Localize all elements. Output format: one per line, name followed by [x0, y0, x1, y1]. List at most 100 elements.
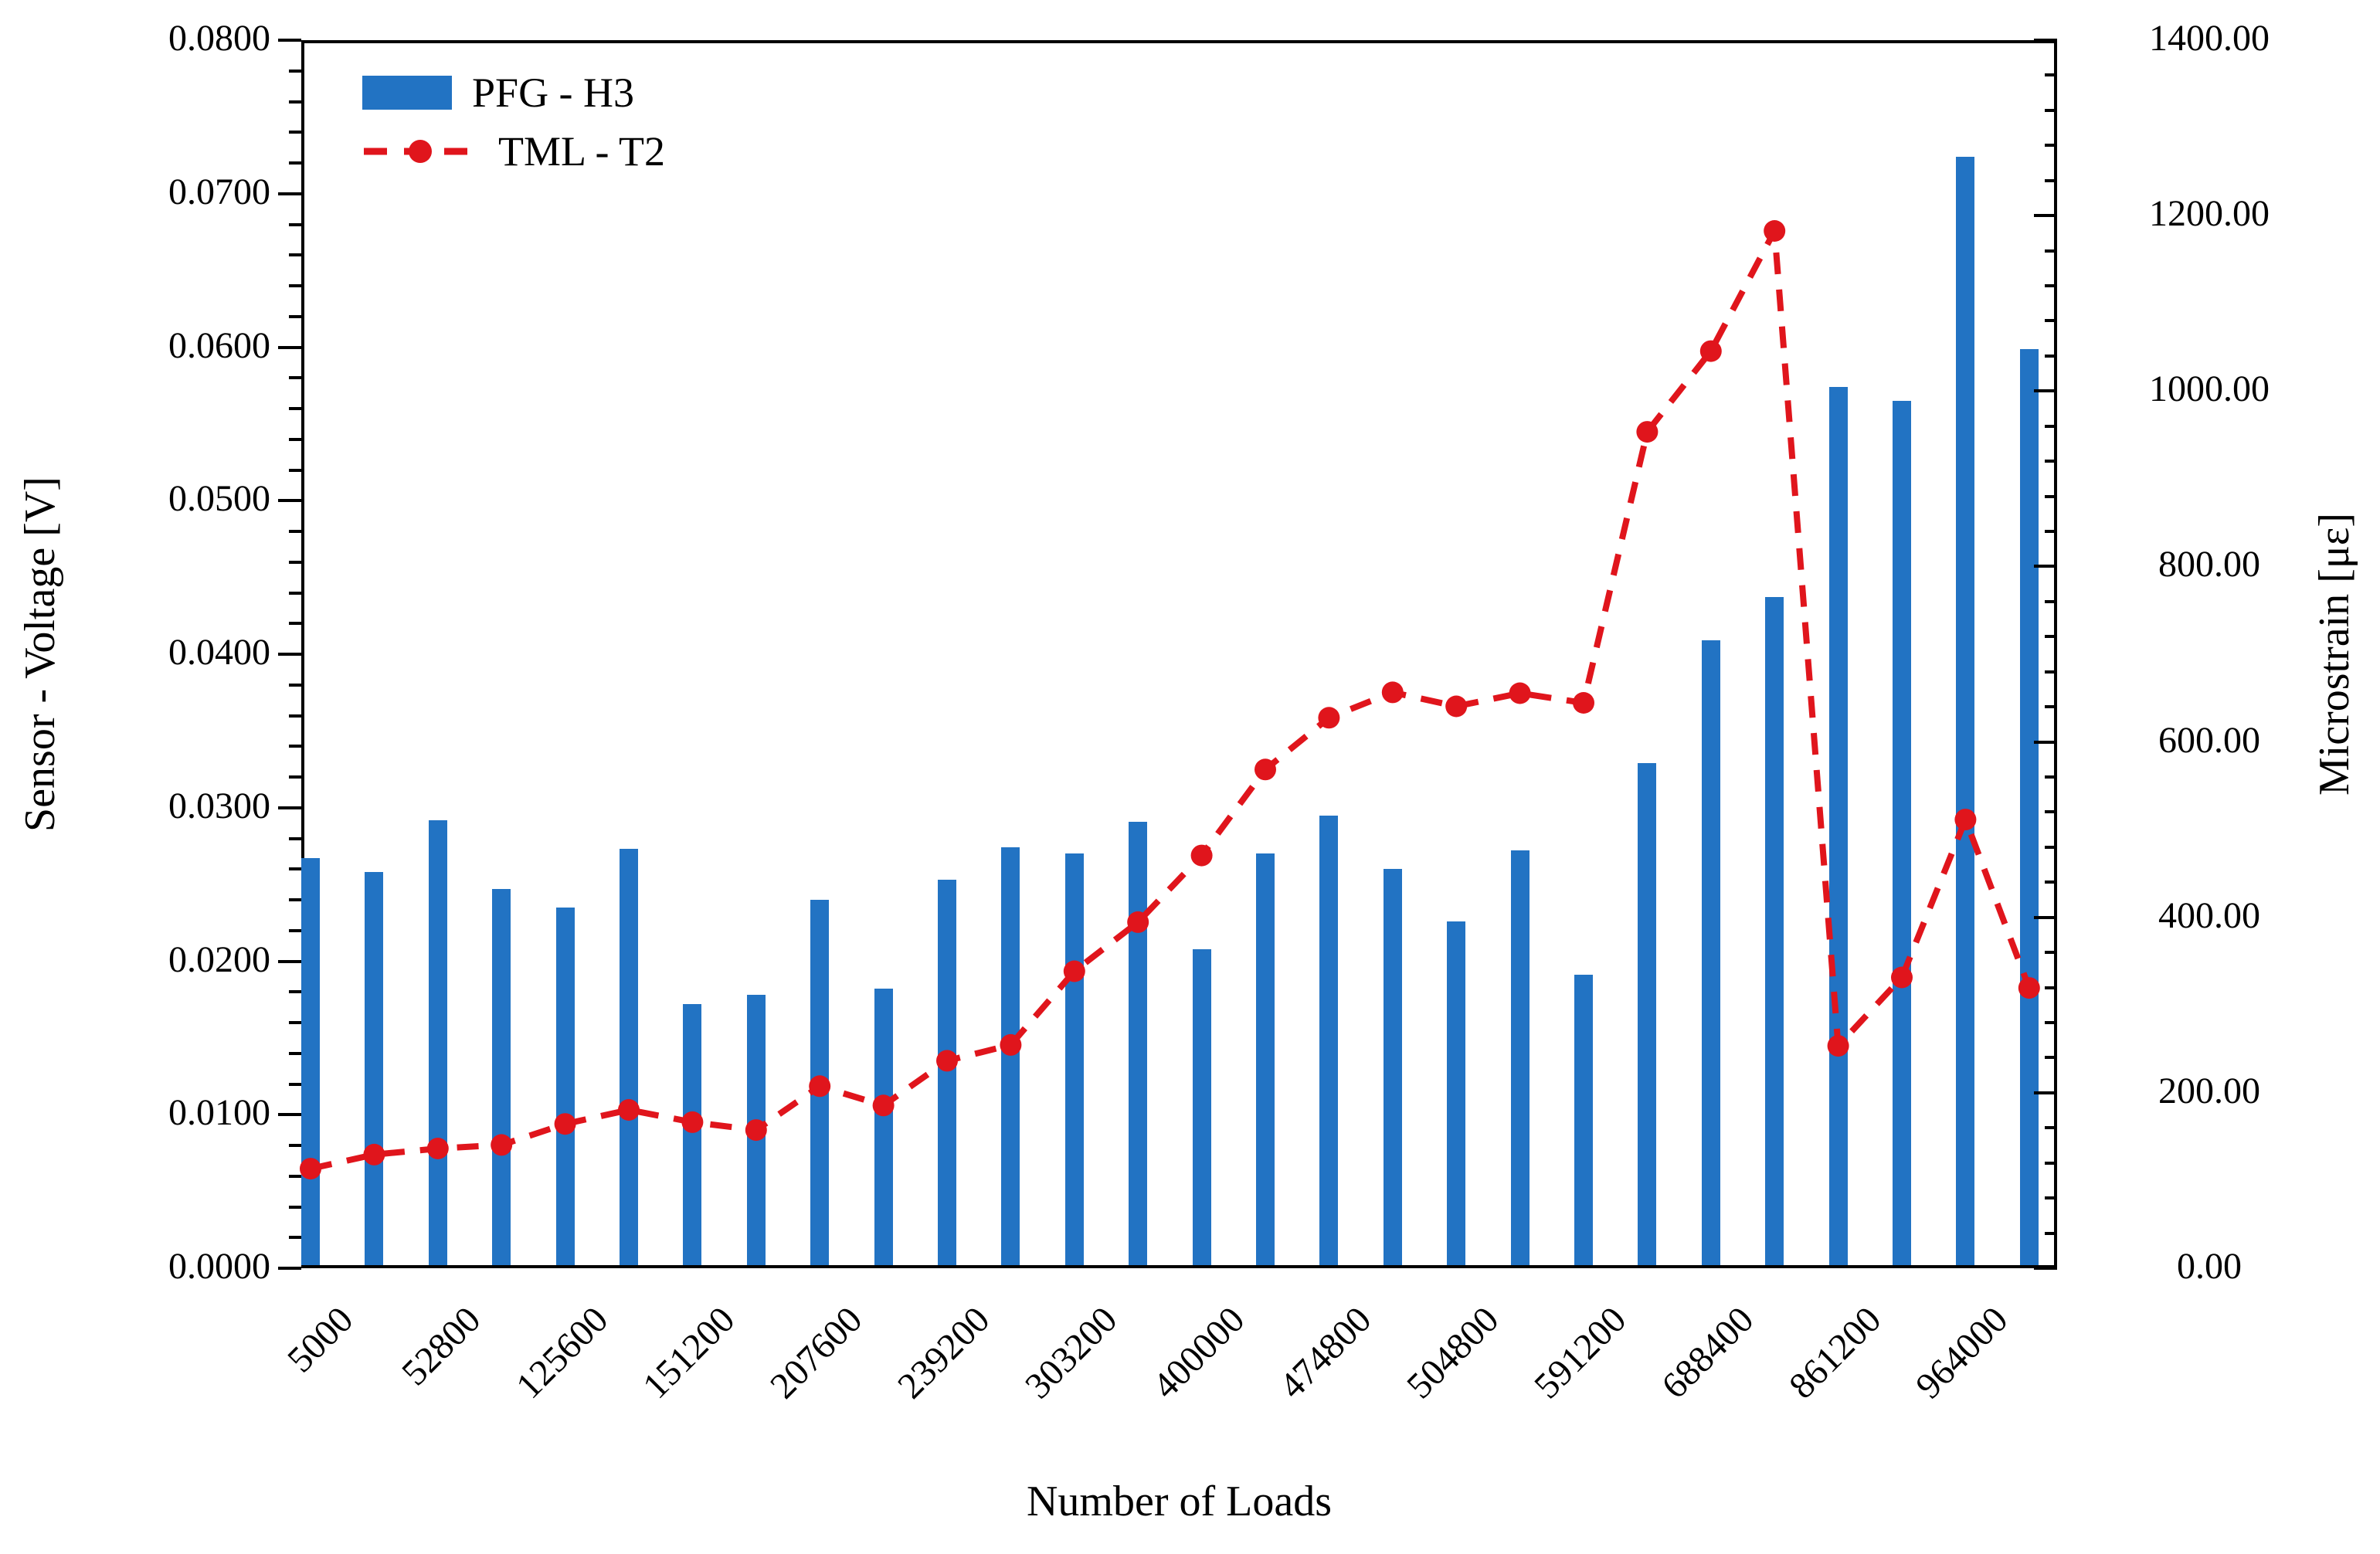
bar-pfg-h3 — [1064, 853, 1084, 1265]
tick-mark — [278, 39, 301, 42]
legend-row-pfg: PFG - H3 — [362, 63, 665, 122]
tick-mark — [289, 898, 301, 901]
tick-mark — [2045, 73, 2057, 77]
tick-mark — [2045, 460, 2057, 463]
tick-mark — [278, 345, 301, 349]
x-axis-tick-label: 474800 — [1271, 1298, 1380, 1407]
tick-mark — [289, 867, 301, 871]
bar-pfg-h3 — [1510, 850, 1530, 1265]
bar-pfg-h3 — [2019, 348, 2039, 1265]
x-axis-tick-label: 239200 — [890, 1298, 998, 1407]
tick-mark — [2045, 986, 2057, 989]
right-axis-tick-label: 200.00 — [2158, 1070, 2260, 1111]
tick-mark — [2045, 845, 2057, 849]
tick-mark — [2045, 249, 2057, 253]
tick-mark — [289, 222, 301, 226]
bar-pfg-h3 — [1574, 975, 1593, 1265]
tick-mark — [2045, 599, 2057, 603]
tick-mark — [2045, 810, 2057, 814]
tick-mark — [289, 437, 301, 441]
tick-mark — [289, 284, 301, 287]
bar-pfg-h3 — [683, 1004, 702, 1265]
tick-mark — [289, 683, 301, 687]
tick-mark — [289, 622, 301, 626]
x-axis-tick-label: 591200 — [1526, 1298, 1635, 1407]
left-axis-tick-label: 0.0000 — [168, 1246, 270, 1287]
tick-mark — [278, 1267, 301, 1270]
left-axis-tick-label: 0.0400 — [168, 632, 270, 673]
tick-mark — [289, 253, 301, 257]
x-axis-tick-label: 303200 — [1017, 1298, 1125, 1407]
x-axis-tick-label: 504800 — [1399, 1298, 1507, 1407]
left-axis-title: Sensor - Voltage [V] — [16, 477, 64, 832]
tick-mark — [2034, 565, 2057, 568]
tick-mark — [2045, 1196, 2057, 1200]
right-axis-tick-label: 1400.00 — [2149, 18, 2270, 59]
tick-mark — [289, 100, 301, 103]
tick-mark — [2045, 951, 2057, 955]
tick-mark — [278, 499, 301, 503]
tick-mark — [2034, 740, 2057, 744]
tick-mark — [289, 1205, 301, 1209]
legend-dashed-line-icon — [364, 140, 477, 163]
bar-pfg-h3 — [1701, 640, 1720, 1265]
tick-mark — [278, 806, 301, 809]
tick-mark — [289, 131, 301, 134]
bar-pfg-h3 — [365, 872, 384, 1265]
bar-pfg-h3 — [874, 989, 893, 1265]
legend-bar-swatch-icon — [362, 76, 452, 110]
right-axis-tick-label: 1200.00 — [2149, 193, 2270, 235]
tick-mark — [2045, 108, 2057, 112]
tick-mark — [289, 1021, 301, 1024]
tick-mark — [2045, 494, 2057, 498]
x-axis-tick-label: 400000 — [1144, 1298, 1252, 1407]
right-axis-tick-label: 1000.00 — [2149, 368, 2270, 410]
tick-mark — [278, 959, 301, 963]
tick-mark — [289, 928, 301, 932]
legend-label-pfg: PFG - H3 — [472, 70, 635, 116]
tick-mark — [2045, 284, 2057, 287]
plot-area: PFG - H3 TML - T2 — [300, 40, 2057, 1268]
bar-pfg-h3 — [1638, 763, 1657, 1265]
bar-pfg-h3 — [1828, 387, 1848, 1265]
tick-mark — [289, 161, 301, 165]
tick-mark — [2034, 214, 2057, 218]
bar-pfg-h3 — [620, 849, 638, 1265]
bar-pfg-h3 — [1256, 853, 1275, 1265]
left-axis-tick-label: 0.0300 — [168, 785, 270, 826]
legend-label-tml: TML - T2 — [498, 128, 665, 175]
tick-mark — [2034, 389, 2057, 393]
tick-mark — [289, 1051, 301, 1055]
tick-mark — [2045, 354, 2057, 358]
bar-pfg-h3 — [1956, 157, 1975, 1265]
tick-mark — [2034, 39, 2057, 42]
right-axis-tick-label: 400.00 — [2158, 894, 2260, 936]
bar-pfg-h3 — [1192, 948, 1211, 1265]
tick-mark — [2045, 1126, 2057, 1130]
tick-mark — [2045, 775, 2057, 779]
tick-mark — [289, 836, 301, 840]
tick-mark — [278, 192, 301, 195]
line-series-tml-t2 — [300, 219, 2040, 1180]
left-axis-tick-label: 0.0500 — [168, 478, 270, 520]
tick-mark — [289, 714, 301, 718]
tick-mark — [2045, 319, 2057, 323]
x-axis-tick-label: 964000 — [1908, 1298, 2016, 1407]
tick-mark — [289, 591, 301, 595]
tick-mark — [289, 376, 301, 380]
x-axis-title: Number of Loads — [1026, 1478, 1333, 1525]
tick-mark — [289, 1174, 301, 1178]
tick-mark — [289, 407, 301, 410]
tick-mark — [2034, 1267, 2057, 1270]
legend-row-tml: TML - T2 — [362, 122, 665, 181]
x-axis-tick-label: 5000 — [279, 1298, 362, 1381]
tick-mark — [278, 1113, 301, 1117]
tick-mark — [2045, 178, 2057, 182]
tick-mark — [289, 745, 301, 748]
tick-mark — [289, 530, 301, 533]
tick-mark — [289, 775, 301, 779]
tick-mark — [289, 1236, 301, 1240]
tick-mark — [2045, 1021, 2057, 1024]
bar-pfg-h3 — [938, 880, 956, 1265]
bar-pfg-h3 — [1893, 401, 1911, 1265]
